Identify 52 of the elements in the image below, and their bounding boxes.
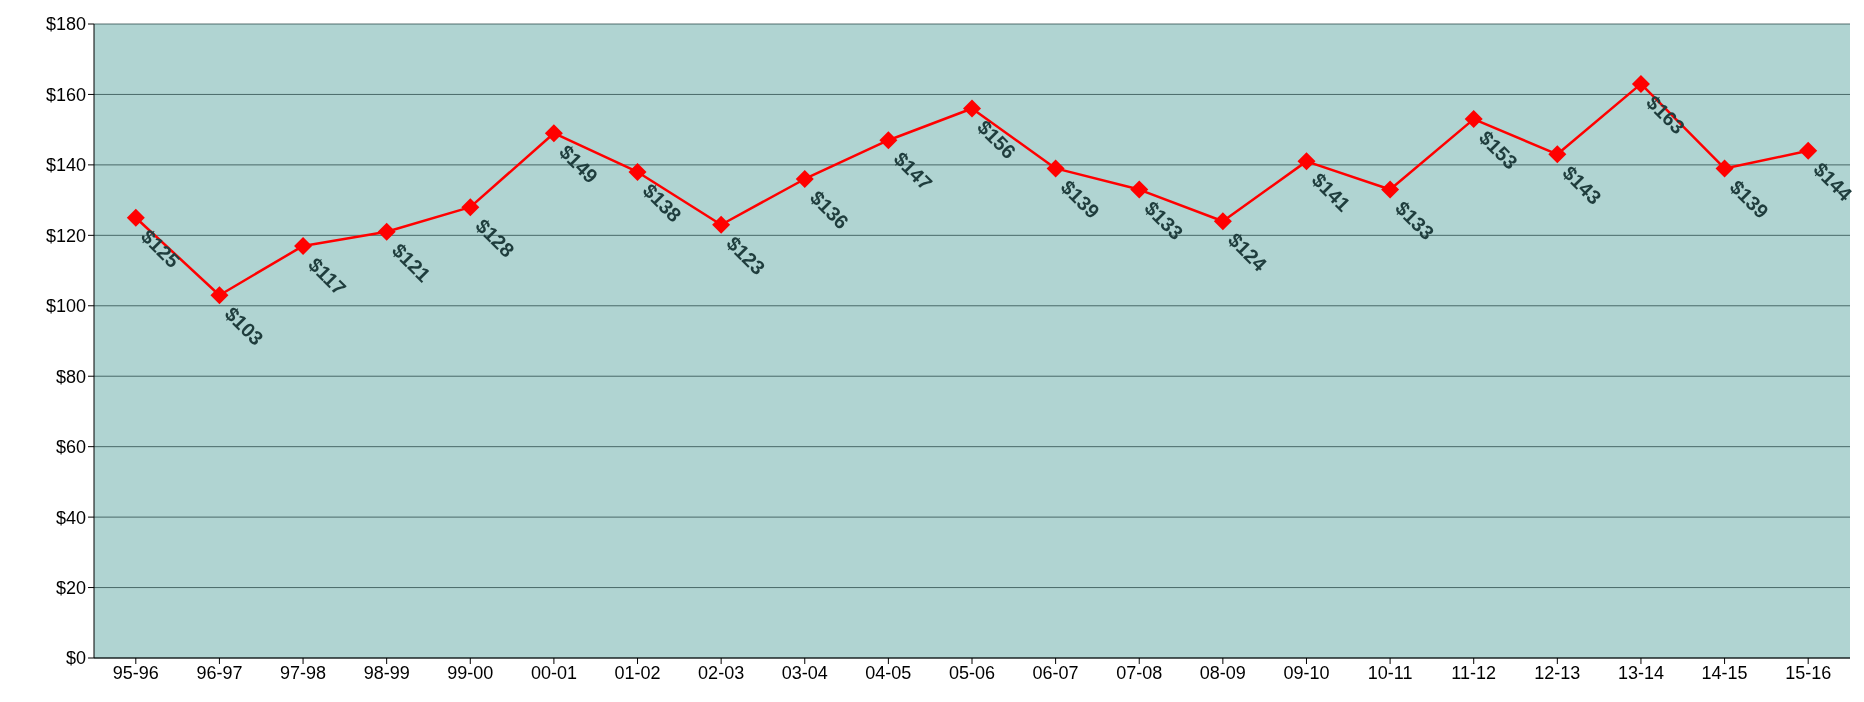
y-tick-label: $40 — [55, 507, 86, 528]
y-tick-label: $60 — [55, 437, 86, 458]
point — [126, 208, 145, 227]
x-tick-label: 07-08 — [1116, 662, 1163, 683]
point — [544, 124, 563, 143]
point — [1046, 159, 1065, 178]
x-tick-label: 04-05 — [865, 662, 912, 683]
y-tick-label: $20 — [55, 577, 86, 598]
y-tick-label: $140 — [45, 155, 86, 176]
x-tick-label: 15-16 — [1785, 662, 1832, 683]
point — [1548, 145, 1567, 164]
point — [210, 286, 229, 305]
y-tick-label: $120 — [45, 225, 86, 246]
point — [1381, 180, 1400, 199]
x-tick-label: 12-13 — [1534, 662, 1581, 683]
x-tick-label: 00-01 — [530, 662, 577, 683]
point — [879, 131, 898, 150]
x-tick-label: 13-14 — [1617, 662, 1664, 683]
y-tick-label: $80 — [55, 366, 86, 387]
x-tick-label: 97-98 — [280, 662, 327, 683]
point — [712, 215, 731, 234]
x-tick-label: 01-02 — [614, 662, 661, 683]
y-tick-label: $160 — [45, 84, 86, 105]
point — [377, 222, 396, 241]
y-tick-label: $100 — [45, 296, 86, 317]
x-tick-label: 96-97 — [196, 662, 243, 683]
x-tick-label: 08-09 — [1199, 662, 1246, 683]
x-tick-label: 98-99 — [363, 662, 410, 683]
x-tick-label: 06-07 — [1032, 662, 1079, 683]
y-tick-label: $180 — [45, 14, 86, 35]
point — [461, 198, 480, 217]
x-tick-label: 14-15 — [1701, 662, 1748, 683]
x-tick-label: 09-10 — [1283, 662, 1330, 683]
point — [1631, 74, 1650, 93]
point — [963, 99, 981, 118]
point — [1213, 212, 1232, 231]
point — [1715, 159, 1734, 178]
point — [1799, 141, 1818, 160]
point — [1297, 152, 1316, 171]
x-tick-label: 11-12 — [1451, 662, 1497, 683]
point — [294, 236, 313, 255]
x-tick-label: 95-96 — [112, 662, 159, 683]
x-tick-label: 10-11 — [1367, 662, 1413, 683]
x-tick-label: 02-03 — [698, 662, 745, 683]
point — [628, 162, 647, 181]
x-tick-label: 05-06 — [948, 662, 996, 683]
x-tick-label: 99-00 — [447, 662, 494, 683]
point — [795, 169, 814, 188]
x-tick-label: 03-04 — [781, 662, 828, 683]
y-tick-label: $0 — [65, 648, 86, 669]
point — [1464, 110, 1483, 129]
point — [1130, 180, 1149, 199]
